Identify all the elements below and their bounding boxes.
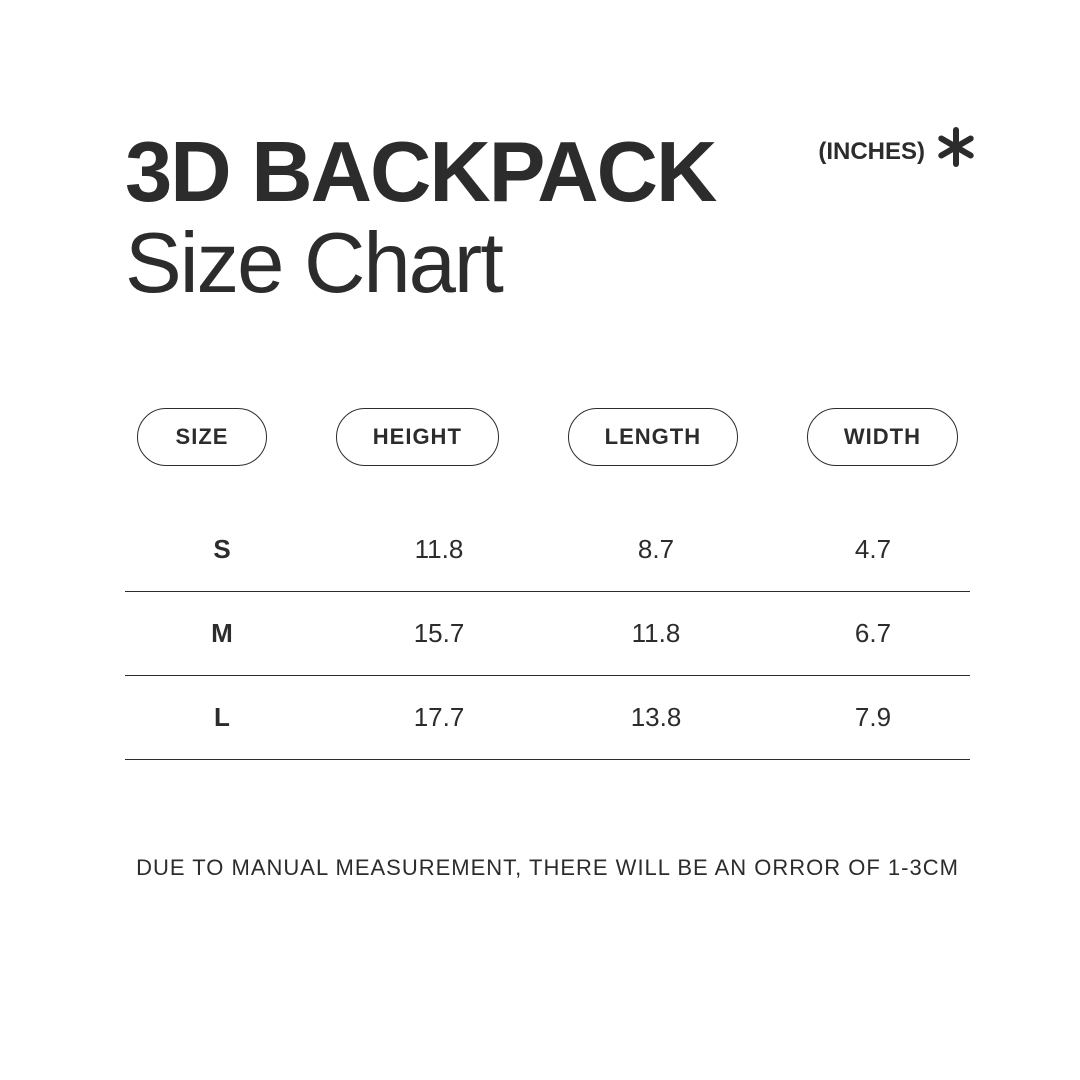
table-row: M 15.7 11.8 6.7 [125,592,970,676]
unit-label: (INCHES) [818,138,925,166]
cell-length: 11.8 [571,618,741,649]
cell-length: 13.8 [571,702,741,733]
column-header-width: WIDTH [807,408,958,466]
cell-height: 17.7 [354,702,524,733]
cell-size: M [137,618,307,649]
footer-note: DUE TO MANUAL MEASUREMENT, THERE WILL BE… [125,855,970,881]
cell-width: 7.9 [788,702,958,733]
table-row: L 17.7 13.8 7.9 [125,676,970,760]
size-chart-container: 3D BACKPACK Size Chart (INCHES) SIZE HEI… [0,0,1080,881]
cell-height: 15.7 [354,618,524,649]
table-header-row: SIZE HEIGHT LENGTH WIDTH [125,408,970,466]
cell-width: 6.7 [788,618,958,649]
cell-size: L [137,702,307,733]
title-light: Size Chart [125,215,970,313]
column-header-size: SIZE [137,408,267,466]
size-table: SIZE HEIGHT LENGTH WIDTH S 11.8 8.7 4.7 … [125,408,970,760]
column-header-height: HEIGHT [336,408,499,466]
cell-width: 4.7 [788,534,958,565]
header: 3D BACKPACK Size Chart (INCHES) [125,130,970,313]
cell-size: S [137,534,307,565]
table-row: S 11.8 8.7 4.7 [125,508,970,592]
column-header-length: LENGTH [568,408,738,466]
cell-length: 8.7 [571,534,741,565]
asterisk-icon [934,125,978,169]
cell-height: 11.8 [354,534,524,565]
